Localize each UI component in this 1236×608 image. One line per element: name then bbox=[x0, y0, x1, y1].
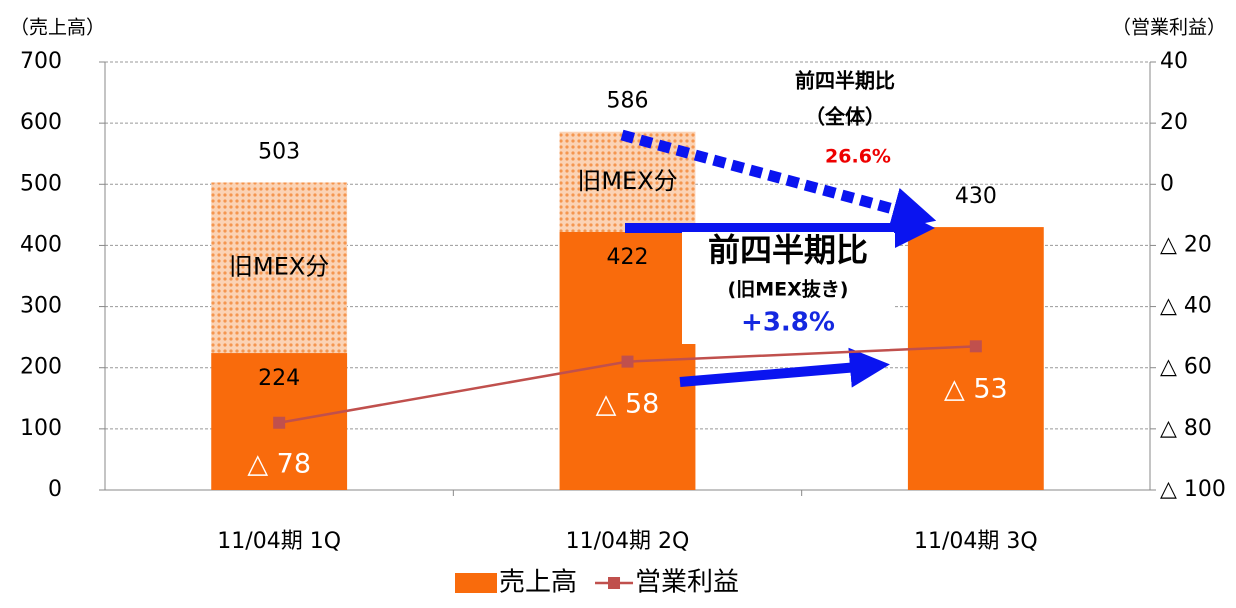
value-label: 224 bbox=[258, 366, 300, 391]
x-tick-label: 11/04期 2Q bbox=[566, 529, 690, 554]
legend-swatch bbox=[455, 573, 497, 593]
x-tick-label: 11/04期 1Q bbox=[217, 529, 341, 554]
x-tick-label: 11/04期 3Q bbox=[914, 529, 1038, 554]
arrow bbox=[679, 347, 890, 388]
value-label: 422 bbox=[607, 245, 649, 270]
annotation: （全体） bbox=[805, 105, 885, 129]
value-label: △ 53 bbox=[944, 374, 1008, 405]
legend-swatch bbox=[608, 577, 621, 589]
y-tick-label: 600 bbox=[20, 110, 62, 135]
y-tick-label: 700 bbox=[20, 49, 62, 74]
y2-tick-label: 40 bbox=[1160, 49, 1188, 74]
value-label: △ 78 bbox=[247, 449, 311, 480]
y2-tick-label: △ 100 bbox=[1160, 477, 1226, 502]
y-tick-label: 100 bbox=[20, 416, 62, 441]
value-label: △ 58 bbox=[596, 389, 660, 420]
annotation-box bbox=[682, 232, 894, 344]
y2-tick-label: △ 60 bbox=[1160, 355, 1212, 380]
y-tick-label: 400 bbox=[20, 232, 62, 257]
arrow bbox=[620, 129, 937, 231]
marker bbox=[621, 355, 634, 368]
y-tick-label: 300 bbox=[20, 294, 62, 319]
bar-segment bbox=[907, 227, 1044, 491]
y2-tick-label: △ 20 bbox=[1160, 232, 1212, 257]
annotation: 前四半期比 bbox=[708, 231, 868, 269]
legend-label: 営業利益 bbox=[635, 568, 739, 598]
y2-tick-label: 20 bbox=[1160, 110, 1188, 135]
total-label: 586 bbox=[607, 89, 649, 114]
annotation: (旧MEX抜き) bbox=[728, 278, 849, 301]
total-label: 503 bbox=[258, 139, 300, 164]
y2-tick-label: △ 40 bbox=[1160, 294, 1212, 319]
y-tick-label: 200 bbox=[20, 355, 62, 380]
y-tick-label: 500 bbox=[20, 171, 62, 196]
y2-tick-label: 0 bbox=[1160, 171, 1174, 196]
y2-axis-label: （営業利益） bbox=[1112, 17, 1226, 39]
segment-label: 旧MEX分 bbox=[577, 167, 677, 195]
bar-segment bbox=[211, 182, 348, 354]
marker bbox=[273, 416, 286, 429]
y-tick-label: 0 bbox=[48, 477, 62, 502]
marker bbox=[969, 340, 982, 353]
legend-label: 売上高 bbox=[499, 568, 577, 598]
segment-label: 旧MEX分 bbox=[229, 253, 329, 281]
annotation: 前四半期比 bbox=[795, 69, 895, 93]
y2-tick-label: △ 80 bbox=[1160, 416, 1212, 441]
bar-segment bbox=[559, 131, 696, 232]
y-axis-label: （売上高） bbox=[10, 17, 105, 39]
total-label: 430 bbox=[955, 184, 997, 209]
annotation: +3.8% bbox=[741, 308, 835, 338]
annotation: 26.6% bbox=[825, 146, 891, 168]
